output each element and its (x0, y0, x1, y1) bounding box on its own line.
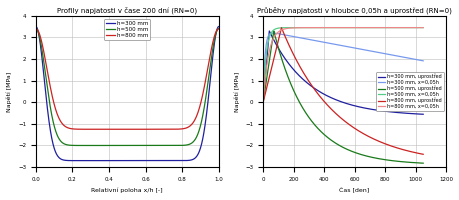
h=500 mm (158, 144, 164, 147)
h=800 mm, uprostřed (260, 101, 265, 103)
h=800 mm, uprostřed (420, 153, 425, 155)
h=300 mm, uprostřed (415, 113, 420, 115)
h=800 mm, x=0,05h (415, 26, 420, 29)
h=800 mm (107, 128, 112, 130)
h=800 mm, uprostřed (333, 113, 339, 116)
Line: h=500 mm: h=500 mm (36, 29, 218, 145)
h=800 mm (179, 128, 185, 130)
h=300 mm, x=0,05h (269, 32, 275, 34)
h=300 mm (113, 159, 119, 162)
h=300 mm, x=0,05h (268, 32, 274, 34)
h=300 mm (175, 159, 181, 162)
h=300 mm, uprostřed (266, 30, 271, 32)
h=800 mm, x=0,05h (337, 26, 343, 29)
h=800 mm, uprostřed (268, 68, 274, 70)
h=300 mm (179, 159, 185, 162)
Y-axis label: Napětí [MPa]: Napětí [MPa] (234, 71, 239, 112)
h=300 mm, uprostřed (268, 34, 274, 37)
h=500 mm, uprostřed (415, 162, 420, 164)
h=500 mm, uprostřed (386, 159, 391, 161)
h=500 mm, x=0,05h (337, 26, 343, 29)
h=300 mm, uprostřed (386, 111, 391, 113)
Legend: h=300 mm, h=500 mm, h=800 mm: h=300 mm, h=500 mm, h=800 mm (104, 19, 150, 40)
Title: Profily napjatosti v čase 200 dní (RN=0): Profily napjatosti v čase 200 dní (RN=0) (57, 7, 197, 14)
h=500 mm, x=0,05h (386, 26, 391, 29)
h=300 mm (107, 159, 112, 162)
Line: h=500 mm, uprostřed: h=500 mm, uprostřed (263, 31, 422, 163)
h=800 mm (52, 104, 57, 107)
h=500 mm, uprostřed (260, 101, 265, 103)
h=500 mm, uprostřed (268, 46, 274, 49)
h=500 mm (118, 144, 123, 147)
h=500 mm, uprostřed (337, 145, 343, 148)
h=300 mm, x=0,05h (386, 53, 391, 56)
h=800 mm, uprostřed (337, 117, 343, 119)
Line: h=500 mm, x=0,05h: h=500 mm, x=0,05h (263, 28, 422, 102)
Line: h=300 mm: h=300 mm (36, 27, 218, 161)
h=300 mm, x=0,05h (415, 59, 420, 61)
Legend: h=300 mm, uprostřed, h=300 mm, x=0,05h, h=500 mm, uprostřed, h=500 mm, x=0,05h, : h=300 mm, uprostřed, h=300 mm, x=0,05h, … (375, 72, 442, 111)
h=800 mm (33, 27, 39, 30)
X-axis label: Relativní poloha x/h [-]: Relativní poloha x/h [-] (91, 187, 163, 193)
h=300 mm (33, 25, 39, 28)
h=500 mm, x=0,05h (333, 26, 339, 29)
h=300 mm, uprostřed (260, 101, 265, 103)
h=800 mm, x=0,05h (415, 26, 420, 29)
h=300 mm (216, 25, 221, 28)
h=800 mm, x=0,05h (386, 26, 391, 29)
h=300 mm, x=0,05h (260, 101, 265, 103)
h=800 mm (124, 128, 130, 130)
h=300 mm, x=0,05h (420, 60, 425, 62)
h=800 mm, x=0,05h (268, 43, 274, 45)
h=500 mm (113, 144, 119, 147)
h=500 mm (216, 27, 221, 30)
h=500 mm, uprostřed (420, 162, 425, 164)
h=800 mm, x=0,05h (333, 26, 339, 29)
h=300 mm (52, 148, 57, 150)
h=500 mm, x=0,05h (415, 26, 420, 29)
Title: Průběhy napjatosti v hloubce 0,05h a uprostřed (RN=0): Průběhy napjatosti v hloubce 0,05h a upr… (257, 7, 451, 14)
h=500 mm (107, 144, 112, 147)
h=300 mm (158, 159, 164, 162)
Line: h=800 mm: h=800 mm (36, 29, 218, 129)
h=800 mm, x=0,05h (260, 101, 265, 103)
h=800 mm, x=0,05h (420, 26, 425, 29)
h=500 mm, x=0,05h (420, 26, 425, 29)
h=500 mm (52, 126, 57, 128)
h=800 mm, uprostřed (415, 152, 420, 155)
h=300 mm, uprostřed (333, 99, 339, 101)
h=300 mm, x=0,05h (333, 43, 339, 46)
Line: h=800 mm, uprostřed: h=800 mm, uprostřed (263, 28, 422, 154)
h=800 mm (216, 27, 221, 30)
Line: h=800 mm, x=0,05h: h=800 mm, x=0,05h (263, 28, 422, 102)
h=300 mm, x=0,05h (337, 44, 343, 47)
Y-axis label: Napětí [MPa]: Napětí [MPa] (7, 71, 12, 112)
h=500 mm, x=0,05h (415, 26, 420, 29)
h=800 mm, uprostřed (278, 27, 284, 29)
h=500 mm, x=0,05h (374, 26, 379, 29)
h=500 mm, uprostřed (415, 162, 420, 164)
h=500 mm, uprostřed (333, 143, 339, 145)
Line: h=300 mm, x=0,05h: h=300 mm, x=0,05h (263, 33, 422, 102)
h=300 mm, uprostřed (415, 113, 420, 115)
h=500 mm, x=0,05h (268, 32, 274, 34)
h=500 mm (175, 144, 181, 147)
h=800 mm, uprostřed (386, 144, 391, 147)
h=500 mm (179, 144, 185, 147)
h=300 mm, uprostřed (337, 100, 343, 103)
h=500 mm, x=0,05h (260, 101, 265, 103)
h=800 mm, uprostřed (415, 152, 420, 155)
h=300 mm (106, 159, 112, 162)
Line: h=300 mm, uprostřed: h=300 mm, uprostřed (263, 31, 422, 114)
h=500 mm (33, 27, 39, 30)
h=500 mm, uprostřed (270, 30, 276, 32)
h=800 mm (113, 128, 119, 130)
h=300 mm, x=0,05h (415, 59, 420, 61)
h=800 mm (158, 128, 164, 130)
X-axis label: Čas [den]: Čas [den] (339, 187, 369, 193)
h=300 mm, uprostřed (420, 113, 425, 115)
h=800 mm (175, 128, 181, 130)
